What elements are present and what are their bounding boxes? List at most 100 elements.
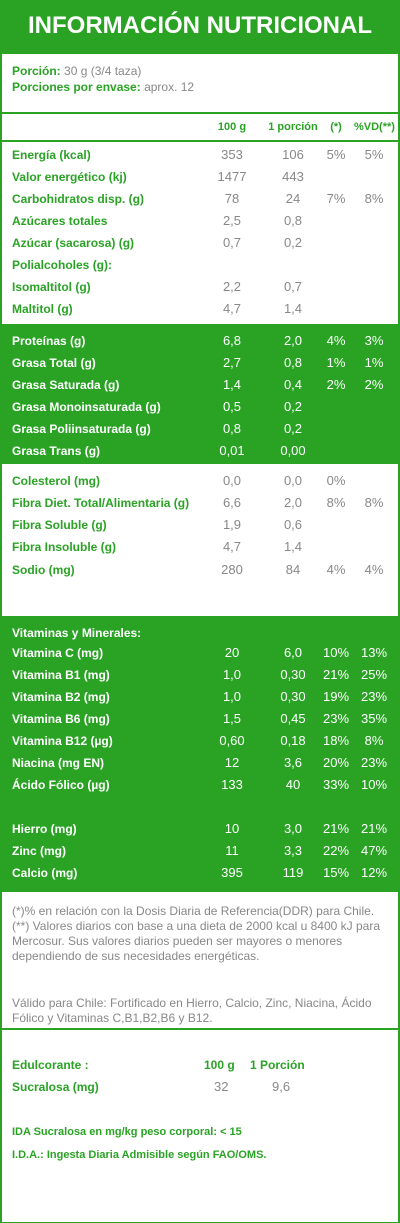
value-vd: 21%	[360, 821, 388, 836]
nutrient-label: Hierro (mg)	[12, 822, 77, 836]
portion-box: Porción: 30 g (3/4 taza) Porciones por e…	[2, 54, 398, 112]
nutrient-row: Vitamina B1 (mg) 1,0 0,30 21% 25%	[12, 664, 390, 686]
nutrient-label: Fibra Insoluble (g)	[12, 540, 116, 554]
nutrient-label: Vitamina B12 (µg)	[12, 734, 113, 748]
energy-group: Energía (kcal) 353 106 5% 5% Valor energético…	[2, 142, 398, 324]
value-100g: 2,7	[222, 355, 242, 370]
value-100g: 0,5	[222, 399, 242, 414]
value-portion: 0,2	[283, 235, 303, 250]
mineral-row: Zinc (mg) 11 3,3 22% 47%	[12, 840, 390, 862]
value-portion: 0,0	[283, 473, 303, 488]
col-portion: 1 porción	[268, 121, 318, 133]
value-portion: 0,7	[283, 279, 303, 294]
value-vd: 23%	[360, 755, 388, 770]
value-100g: 1,4	[222, 377, 242, 392]
vitamins-group: Vitaminas y Minerales: Vitamina C (mg) 20…	[2, 618, 398, 890]
value-ddr: 4%	[326, 333, 346, 348]
nutrient-label: Valor energético (kj)	[12, 170, 127, 184]
mineral-row: Calcio (mg) 395 119 15% 12%	[12, 862, 390, 884]
nutrient-label: Polialcoholes (g):	[12, 258, 113, 272]
value-ddr: 15%	[322, 865, 350, 880]
nutrient-row: Carbohidratos disp. (g) 78 24 7% 8%	[12, 188, 390, 210]
nutrient-row: Valor energético (kj) 1477 443	[12, 166, 390, 188]
value-100g: 6,6	[222, 495, 242, 510]
nutrient-row: Fibra Soluble (g) 1,9 0,6	[12, 514, 390, 536]
value-portion: 1,4	[283, 301, 303, 316]
value-portion: 6,0	[283, 645, 303, 660]
nutrient-row: Vitamina B12 (µg) 0,60 0,18 18% 8%	[12, 730, 390, 752]
value-ddr: 4%	[326, 562, 346, 577]
value-100g: 4,7	[222, 301, 242, 316]
value-portion: 3,3	[283, 843, 303, 858]
value-vd: 35%	[360, 711, 388, 726]
nutrient-label: Energía (kcal)	[12, 148, 91, 162]
nutrient-label: Azúcares totales	[12, 214, 108, 228]
value-100g: 11	[225, 843, 239, 858]
value-portion: 0,8	[283, 213, 303, 228]
value-vd: 2%	[364, 377, 384, 392]
fat-group: Proteínas (g) 6,8 2,0 4% 3% Grasa Total (g) 2,…	[2, 326, 398, 462]
value-ddr: 2%	[326, 377, 346, 392]
value-vd: 8%	[364, 191, 384, 206]
col-ddr: (*)	[330, 121, 342, 133]
sucralose-100g: 32	[214, 1079, 229, 1094]
value-100g: 12	[224, 755, 240, 770]
nutrient-row: Vitamina B6 (mg) 1,5 0,45 23% 35%	[12, 708, 390, 730]
value-ddr: 7%	[326, 191, 346, 206]
value-100g: 2,2	[222, 279, 242, 294]
value-portion: 2,0	[283, 333, 303, 348]
value-portion: 0,6	[283, 517, 303, 532]
value-portion: 0,4	[283, 377, 303, 392]
nutrient-label: Zinc (mg)	[12, 844, 66, 858]
value-100g: 6,8	[222, 333, 242, 348]
nutrient-label: Fibra Soluble (g)	[12, 518, 107, 532]
value-ddr: 20%	[322, 755, 350, 770]
value-vd: 5%	[364, 147, 384, 162]
sweetener-box: Edulcorante : 100 g 1 Porción Sucralosa …	[2, 1030, 398, 1222]
portion-line: Porción: 30 g (3/4 taza)	[12, 64, 141, 78]
value-vd: 10%	[360, 777, 388, 792]
value-100g: 0,0	[222, 473, 242, 488]
mineral-row: Hierro (mg) 10 3,0 21% 21%	[12, 818, 390, 840]
value-ddr: 22%	[322, 843, 350, 858]
value-portion: 2,0	[283, 495, 303, 510]
ida-sucralose: IDA Sucralosa en mg/kg peso corporal: < …	[12, 1126, 242, 1138]
nutrient-label: Grasa Total (g)	[12, 356, 96, 370]
nutrient-row: Grasa Total (g) 2,7 0,8 1% 1%	[12, 352, 390, 374]
value-portion: 3,0	[283, 821, 303, 836]
nutrient-label: Isomaltitol (g)	[12, 280, 91, 294]
nutrient-row: Azúcares totales 2,5 0,8	[12, 210, 390, 232]
value-ddr: 33%	[322, 777, 350, 792]
nutrient-label: Vitamina B2 (mg)	[12, 690, 110, 704]
nutrient-row: Vitamina B2 (mg) 1,0 0,30 19% 23%	[12, 686, 390, 708]
value-ddr: 19%	[322, 689, 350, 704]
nutrient-label: Azúcar (sacarosa) (g)	[12, 236, 135, 250]
servings-label: Porciones por envase:	[12, 80, 141, 94]
value-portion: 0,30	[280, 689, 306, 704]
value-100g: 78	[224, 191, 240, 206]
value-100g: 1477	[217, 169, 247, 184]
nutrient-row: Ácido Fólico (µg) 133 40 33% 10%	[12, 774, 390, 796]
value-100g: 20	[224, 645, 240, 660]
sweetener-col-portion: 1 Porción	[250, 1058, 305, 1072]
value-portion: 84	[285, 562, 301, 577]
value-100g: 1,9	[222, 517, 242, 532]
value-portion: 443	[282, 169, 304, 184]
nutrient-label: Fibra Diet. Total/Alimentaria (g)	[12, 496, 190, 510]
nutrient-label: Grasa Trans (g)	[12, 444, 101, 458]
value-vd: 13%	[360, 645, 388, 660]
fiber-group: Colesterol (mg) 0,0 0,0 0% Fibra Diet. Total…	[2, 464, 398, 616]
value-100g: 280	[221, 562, 243, 577]
value-portion: 24	[285, 191, 301, 206]
nutrient-label: Ácido Fólico (µg)	[12, 778, 110, 792]
note-fortified: Válido para Chile: Fortificado en Hierro…	[12, 996, 372, 1025]
value-100g: 1,0	[222, 667, 242, 682]
value-ddr: 23%	[322, 711, 350, 726]
value-100g: 0,8	[222, 421, 242, 436]
value-vd: 8%	[364, 733, 384, 748]
notes-box: (*)% en relación con la Dosis Diaria de …	[2, 892, 398, 1028]
nutrient-row: Grasa Saturada (g) 1,4 0,4 2% 2%	[12, 374, 390, 396]
value-portion: 3,6	[283, 755, 303, 770]
nutrient-row: Grasa Monoinsaturada (g) 0,5 0,2	[12, 396, 390, 418]
